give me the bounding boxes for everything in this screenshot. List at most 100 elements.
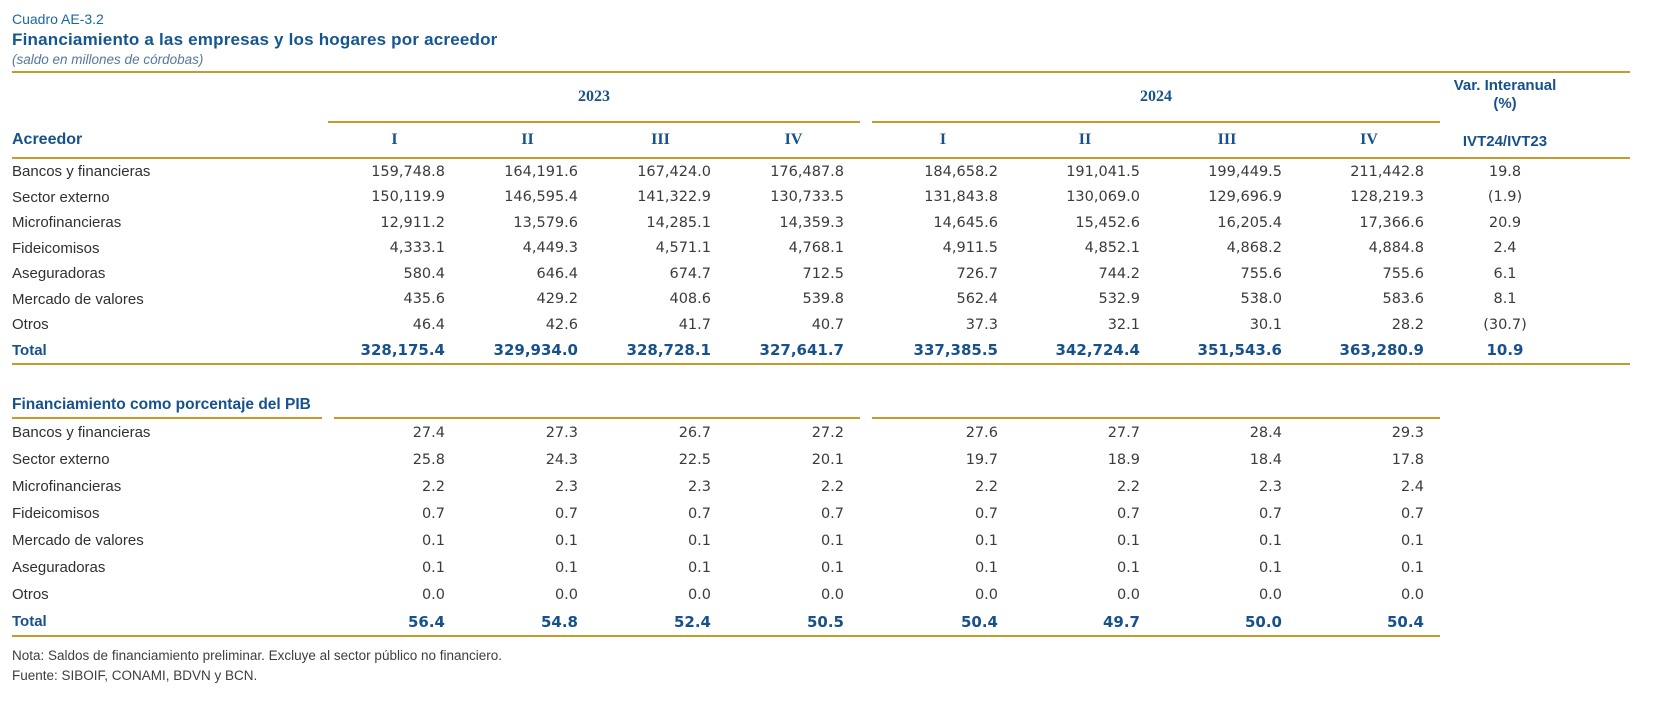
cell-value: 4,911.5 — [942, 240, 998, 257]
year-label: 2023 — [578, 88, 610, 105]
table-row: Microfinancieras 12,911.2 13,579.6 14,285.1… — [12, 210, 1630, 236]
cell-value: 12,911.2 — [380, 214, 445, 231]
cell-value: 539.8 — [802, 291, 844, 308]
cell-value: 176,487.8 — [770, 163, 844, 180]
column-header-quarter: III — [651, 131, 670, 148]
cell-value: 150,119.9 — [371, 189, 445, 206]
cell-value: 0.7 — [1116, 505, 1140, 522]
cell-value: 141,322.9 — [637, 189, 711, 206]
cell-value: 4,333.1 — [389, 240, 445, 257]
cell-value: 755.6 — [1240, 265, 1282, 282]
cell-value: 13,579.6 — [513, 214, 578, 231]
cell-value: 0.1 — [554, 532, 578, 549]
cell-value: 755.6 — [1382, 265, 1424, 282]
divider-top — [12, 71, 1630, 73]
cell-value: 337,385.5 — [913, 341, 998, 360]
cell-value: 0.7 — [974, 505, 998, 522]
cell-value: 130,069.0 — [1066, 189, 1140, 206]
cell-value: 0.0 — [820, 586, 844, 603]
cell-value: 50.0 — [1244, 612, 1282, 631]
cell-value: 429.2 — [536, 291, 578, 308]
cell-value: 4,449.3 — [522, 240, 578, 257]
cell-value: 27.3 — [545, 424, 578, 441]
cell-value: 0.1 — [1400, 532, 1424, 549]
row-label: Bancos y financieras — [12, 163, 151, 181]
cell-value: 0.7 — [820, 505, 844, 522]
cell-value: 25.8 — [412, 451, 445, 468]
cell-value: 50.4 — [1386, 612, 1424, 631]
cell-value: 328,175.4 — [360, 341, 445, 360]
cell-value: 27.2 — [811, 424, 844, 441]
row-label: Otros — [12, 586, 49, 603]
cell-value: 131,843.8 — [924, 189, 998, 206]
column-header-quarter: II — [521, 131, 534, 148]
page-title: Financiamiento a las empresas y los hoga… — [12, 30, 498, 49]
cell-value: 0.7 — [687, 505, 711, 522]
year-group-2024: 2024 — [872, 73, 1440, 123]
cell-value: 199,449.5 — [1208, 163, 1282, 180]
row-label: Sector externo — [12, 451, 110, 468]
row-label: Microfinancieras — [12, 214, 122, 232]
cell-value: 27.6 — [965, 424, 998, 441]
cell-value: 16,205.4 — [1217, 214, 1282, 231]
column-header-quarter: II — [1078, 131, 1092, 148]
cell-value: 0.0 — [974, 586, 998, 603]
cell-value: 18.4 — [1249, 451, 1282, 468]
cell-value: 211,442.8 — [1350, 163, 1424, 180]
table-row: Mercado de valores 435.6 429.2 408.6 539.8 56… — [12, 287, 1630, 313]
cell-value: 2.3 — [554, 478, 578, 495]
section-heading-pib: Financiamiento como porcentaje del PIB — [12, 396, 311, 413]
cell-var-value: 20.9 — [1488, 214, 1522, 231]
cell-value: 2.2 — [421, 478, 445, 495]
cell-value: 538.0 — [1240, 291, 1282, 308]
divider-section1-bottom — [12, 363, 1630, 365]
cell-value: 17.8 — [1391, 451, 1424, 468]
cell-value: 18.9 — [1107, 451, 1140, 468]
cell-value: 712.5 — [802, 265, 844, 282]
cell-value: 2.3 — [1258, 478, 1282, 495]
year-label: 2024 — [1140, 88, 1172, 105]
saldos-table-body: Bancos y financieras 159,748.8 164,191.6 16… — [12, 159, 1653, 363]
cell-value: 342,724.4 — [1055, 341, 1140, 360]
cell-value: 41.7 — [678, 316, 711, 333]
column-header-quarter: III — [1217, 131, 1237, 148]
cell-value: 0.1 — [1400, 559, 1424, 576]
cell-value: 184,658.2 — [924, 163, 998, 180]
cell-value: 0.0 — [1116, 586, 1140, 603]
cell-value: 0.1 — [974, 532, 998, 549]
cell-value: 0.1 — [421, 532, 445, 549]
cell-value: 14,645.6 — [933, 214, 998, 231]
table-row: Bancos y financieras 159,748.8 164,191.6 16… — [12, 159, 1630, 185]
cell-value: 42.6 — [545, 316, 578, 333]
cell-value: 15,452.6 — [1075, 214, 1140, 231]
table-notes: Nota: Saldos de financiamiento prelimina… — [12, 646, 1653, 686]
cell-value: 54.8 — [540, 612, 578, 631]
row-label: Total — [12, 613, 47, 630]
cell-value: 0.1 — [1258, 532, 1282, 549]
cell-value: 327,641.7 — [759, 341, 844, 360]
cell-value: 2.2 — [1116, 478, 1140, 495]
cell-var-value: 6.1 — [1493, 265, 1517, 282]
table-total-row: Total 56.4 54.8 52.4 50.5 50.4 49.7 50.0 50.4 — [12, 608, 1630, 635]
cell-value: 19.7 — [965, 451, 998, 468]
table-row: Sector externo 25.8 24.3 22.5 20.1 19.7 18.9 18… — [12, 446, 1630, 473]
cell-value: 46.4 — [412, 316, 445, 333]
cell-value: 646.4 — [536, 265, 578, 282]
cell-var-value: 8.1 — [1493, 291, 1517, 308]
note-line: Nota: Saldos de financiamiento prelimina… — [12, 648, 503, 663]
column-header-quarter: IV — [1360, 131, 1378, 148]
cell-value: 24.3 — [545, 451, 578, 468]
table-row: Otros 46.4 42.6 41.7 40.7 37.3 32.1 30.1 28.2 (30… — [12, 312, 1630, 338]
cell-value: 0.0 — [1258, 586, 1282, 603]
row-label: Sector externo — [12, 188, 110, 206]
cell-value: 726.7 — [956, 265, 998, 282]
divider-segment — [872, 417, 1440, 419]
var-header-title: Var. Interanual (%) — [1440, 77, 1570, 113]
pib-table-body: Bancos y financieras 27.4 27.3 26.7 27.2 27.6… — [12, 419, 1653, 635]
cell-value: 744.2 — [1098, 265, 1140, 282]
cell-value: 146,595.4 — [504, 189, 578, 206]
cell-value: 0.0 — [687, 586, 711, 603]
cell-value: 37.3 — [965, 316, 998, 333]
cell-value: 49.7 — [1102, 612, 1140, 631]
